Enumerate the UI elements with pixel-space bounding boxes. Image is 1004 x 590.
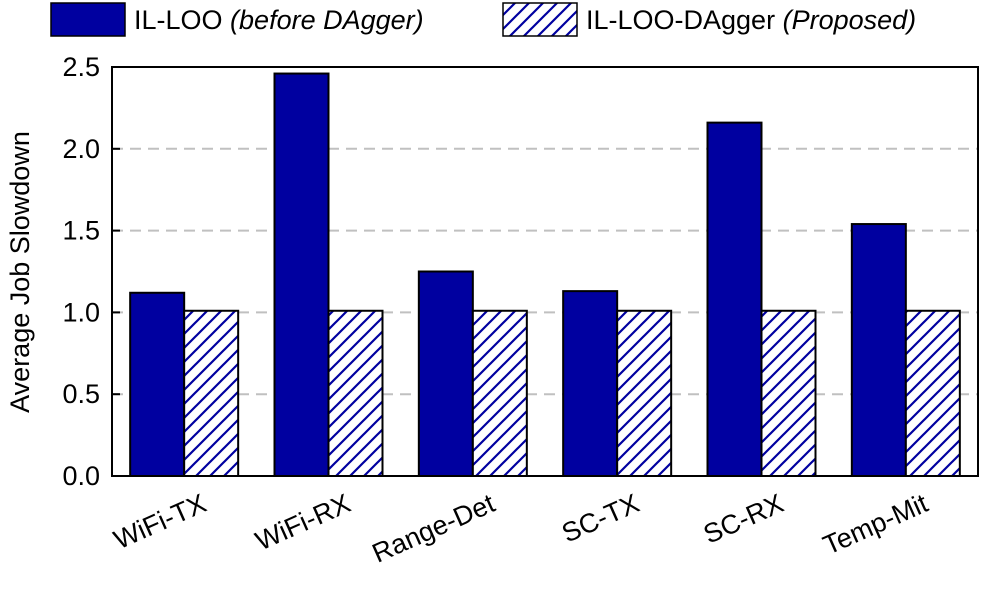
bar-il-loo-range-det xyxy=(417,270,474,477)
y-axis-ticks: 0.0 0.5 1.0 1.5 2.0 2.5 xyxy=(62,52,120,491)
bar-il-loo-dagger-temp-mit xyxy=(904,309,961,477)
bar-il-loo-dagger-sc-rx xyxy=(760,309,817,477)
y-tick-label: 2.5 xyxy=(62,52,100,82)
legend-label-series-2: IL-LOO-DAgger (Proposed) xyxy=(586,5,916,35)
y-tick-label: 1.5 xyxy=(62,216,100,246)
y-tick-label: 2.0 xyxy=(62,134,100,164)
bar-il-loo-wifi-tx xyxy=(129,291,186,477)
bar-il-loo-sc-rx xyxy=(706,121,763,478)
bar-il-loo-dagger-range-det xyxy=(471,309,528,477)
bar-il-loo-dagger-sc-tx xyxy=(616,309,673,477)
bar-il-loo-dagger-wifi-rx xyxy=(327,309,384,477)
x-axis-ticks: WiFi-TX WiFi-RX Range-Det SC-TX SC-RX Temp-Mi… xyxy=(109,488,932,569)
x-tick-label: SC-TX xyxy=(557,488,643,548)
y-axis-title: Average Job Slowdown xyxy=(5,131,35,413)
x-tick-label: Temp-Mit xyxy=(819,488,933,561)
bar-il-loo-sc-tx xyxy=(562,290,619,477)
bars xyxy=(129,72,961,478)
legend: IL-LOO (before DAgger) IL-LOO-DAgger (Pr… xyxy=(50,2,916,37)
grid-lines xyxy=(112,147,978,396)
legend-label-series-1: IL-LOO (before DAgger) xyxy=(134,5,424,35)
legend-swatch-series-2 xyxy=(502,2,578,37)
x-tick-label: Range-Det xyxy=(368,488,500,569)
y-tick-label: 1.0 xyxy=(62,297,100,327)
bar-il-loo-temp-mit xyxy=(850,223,907,477)
bar-il-loo-wifi-rx xyxy=(273,72,330,477)
x-tick-label: WiFi-RX xyxy=(251,488,355,556)
x-tick-label: SC-RX xyxy=(699,488,788,550)
x-tick-label: WiFi-TX xyxy=(109,488,210,555)
legend-swatch-series-1 xyxy=(50,2,126,37)
plot-frame xyxy=(111,66,979,477)
y-tick-label: 0.0 xyxy=(62,461,100,491)
bar-il-loo-dagger-wifi-tx xyxy=(183,309,240,477)
y-tick-label: 0.5 xyxy=(62,379,100,409)
